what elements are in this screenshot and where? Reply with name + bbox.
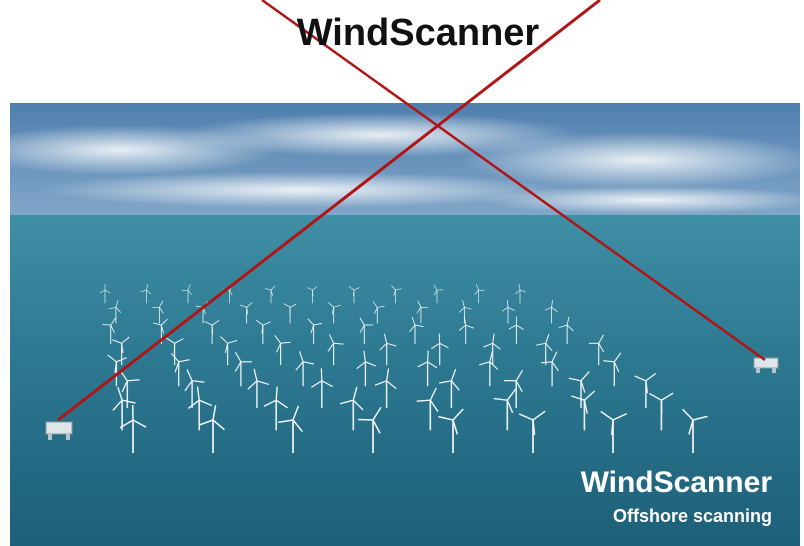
page-title: WindScanner	[297, 12, 540, 54]
page: WindScanner WindScanner Offshore scannin…	[0, 0, 804, 546]
overlay-title: WindScanner	[581, 466, 773, 499]
slide: WindScanner WindScanner Offshore scannin…	[0, 0, 804, 546]
overlay-subtitle: Offshore scanning	[613, 506, 772, 526]
